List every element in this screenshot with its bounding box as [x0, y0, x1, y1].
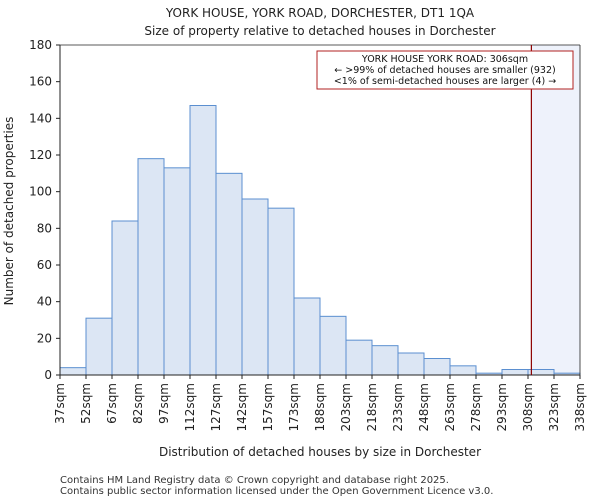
annotation-line: <1% of semi-detached houses are larger (…	[334, 76, 556, 87]
x-tick-label: 37sqm	[53, 383, 67, 424]
histogram-bar	[267, 207, 295, 376]
x-axis-title: Distribution of detached houses by size …	[159, 445, 481, 459]
y-tick-label: 180	[29, 38, 52, 52]
x-tick-label: 323sqm	[547, 383, 561, 431]
histogram-bar	[423, 358, 451, 376]
y-tick-label: 160	[29, 75, 52, 89]
x-tick-label: 233sqm	[391, 383, 405, 431]
annotation-box	[316, 50, 574, 90]
histogram-bar	[449, 365, 477, 376]
histogram-bar	[85, 317, 113, 376]
histogram-bar	[371, 345, 399, 376]
histogram-bar	[293, 297, 321, 376]
x-tick-label: 263sqm	[443, 383, 457, 431]
x-tick-label: 308sqm	[521, 383, 535, 431]
annotation-line: YORK HOUSE YORK ROAD: 306sqm	[361, 54, 528, 65]
histogram-bar	[189, 105, 217, 376]
x-tick-label: 278sqm	[469, 383, 483, 431]
y-tick-label: 60	[37, 258, 52, 272]
histogram-bar	[397, 352, 425, 376]
histogram-bar	[163, 167, 191, 376]
marker-shade-region	[531, 45, 580, 375]
x-tick-label: 82sqm	[131, 383, 145, 424]
x-tick-label: 218sqm	[365, 383, 379, 431]
y-tick-label: 20	[37, 331, 52, 345]
x-tick-label: 67sqm	[105, 383, 119, 424]
x-tick-label: 127sqm	[209, 383, 223, 431]
histogram-bar	[345, 339, 373, 376]
histogram-bar	[111, 220, 139, 376]
chart-subtitle: Size of property relative to detached ho…	[144, 24, 495, 38]
y-tick-label: 100	[29, 185, 52, 199]
x-tick-label: 188sqm	[313, 383, 327, 431]
y-tick-label: 80	[37, 221, 52, 235]
x-tick-label: 203sqm	[339, 383, 353, 431]
y-tick-label: 120	[29, 148, 52, 162]
y-tick-label: 140	[29, 111, 52, 125]
x-tick-label: 52sqm	[79, 383, 93, 424]
x-tick-label: 157sqm	[261, 383, 275, 431]
histogram-bar	[501, 369, 529, 376]
plot-area: 0 20 40 60 80 100 120 140 160 180 37sqm 52sqm 67sqm 8…	[29, 38, 587, 431]
x-tick-label: 97sqm	[157, 383, 171, 424]
x-tick-label: 338sqm	[573, 383, 587, 431]
chart-title: YORK HOUSE, YORK ROAD, DORCHESTER, DT1 1…	[165, 6, 475, 20]
y-axis-title: Number of detached properties	[2, 117, 16, 306]
histogram-bar	[319, 315, 347, 376]
footer-line-1: Contains HM Land Registry data © Crown c…	[60, 475, 449, 486]
footer-line-2: Contains public sector information licen…	[60, 486, 493, 497]
x-tick-label: 248sqm	[417, 383, 431, 431]
y-tick-label: 40	[37, 295, 52, 309]
histogram-bar	[137, 158, 165, 376]
histogram-bar	[215, 172, 243, 376]
histogram-bar	[59, 367, 87, 376]
x-tick-label: 142sqm	[235, 383, 249, 431]
annotation-line: ← >99% of detached houses are smaller (9…	[334, 65, 555, 76]
x-tick-label: 112sqm	[183, 383, 197, 431]
histogram-bar	[241, 198, 269, 376]
x-tick-label: 293sqm	[495, 383, 509, 431]
y-tick-label: 0	[44, 368, 52, 382]
x-tick-label: 173sqm	[287, 383, 301, 431]
